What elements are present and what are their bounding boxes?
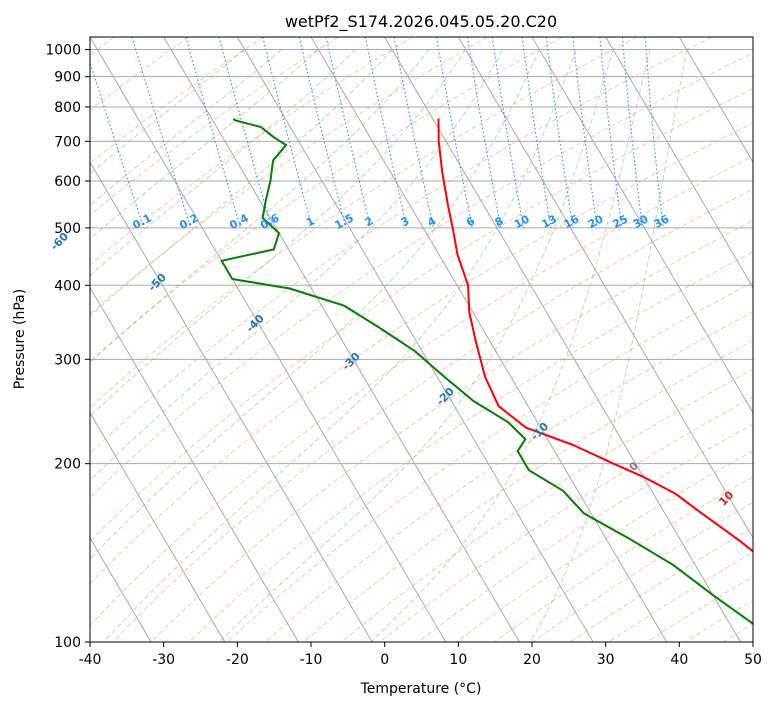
isotherm-gridline: [90, 37, 447, 642]
dewpoint-profile-line: [220, 117, 753, 626]
mixing-ratio-line: [491, 37, 525, 228]
moist-adiabat-line: [90, 49, 467, 417]
x-tick-label: 20: [523, 652, 541, 668]
dry-adiabat-line: [90, 37, 563, 363]
isotherm-gridline: [531, 37, 753, 414]
x-tick-label: 50: [744, 652, 762, 668]
y-tick-label: 900: [54, 70, 81, 86]
x-tick-label: 40: [670, 652, 688, 668]
x-tick-label: -20: [226, 652, 249, 668]
y-axis-label: Pressure (hPa): [12, 289, 28, 389]
dry-adiabat-line: [90, 122, 753, 585]
chart-title: wetPf2_S174.2026.045.05.20.C20: [285, 12, 557, 32]
mixing-ratio-line: [298, 37, 347, 229]
dry-adiabat-line: [188, 251, 753, 642]
x-tick-label: 10: [449, 652, 467, 668]
mixing-ratio-label: 36: [652, 212, 672, 231]
x-tick-label: 0: [380, 652, 389, 668]
moist-adiabat-line: [103, 49, 577, 642]
dry-adiabat-line: [90, 37, 712, 455]
isotherm-gridline: [90, 537, 152, 642]
mixing-ratio-line: [644, 37, 664, 228]
mixing-ratio-label: 16: [562, 212, 582, 231]
dry-adiabat-line: [150, 220, 753, 642]
isotherm-gridline: [310, 37, 668, 642]
moist-adiabat-line: [90, 49, 540, 560]
dry-adiabat-line: [227, 281, 753, 642]
moist-adiabat-line: [90, 49, 503, 482]
mixing-ratio-line: [393, 37, 434, 229]
x-tick-label: 30: [597, 652, 615, 668]
dry-adiabat-line: [532, 501, 753, 642]
plot-frame: [89, 36, 754, 643]
mixing-ratio-line: [218, 37, 273, 229]
dry-adiabat-line: [341, 368, 753, 642]
mixing-ratio-line: [572, 37, 598, 228]
mixing-ratio-line: [325, 37, 372, 229]
dry-adiabat-line: [570, 527, 753, 642]
mixing-ratio-line: [364, 37, 408, 229]
mixing-ratio-label: 30: [631, 212, 651, 231]
isotherm-gridline: [678, 37, 753, 164]
moist-adiabat-line: [370, 49, 651, 642]
mixing-ratio-line: [621, 37, 643, 228]
dry-adiabat-line: [90, 37, 339, 216]
dry-adiabat-line: [90, 87, 753, 542]
moist-adiabat-line: [90, 49, 393, 317]
mixing-ratio-line: [466, 37, 502, 229]
moist-adiabat-line: [90, 49, 319, 240]
moist-adiabat-line: [90, 49, 430, 364]
x-axis-label: Temperature (°C): [360, 681, 482, 697]
y-tick-label: 1000: [45, 43, 81, 59]
mixing-ratio-label: 10: [512, 212, 532, 231]
moist-adiabat-line: [90, 49, 282, 206]
temperature-profile-line: [437, 118, 753, 553]
y-tick-label: 100: [54, 635, 81, 651]
moist-adiabat-line: [529, 49, 688, 642]
mixing-ratio-line: [599, 37, 623, 228]
y-tick-label: 800: [54, 100, 81, 116]
isotherm-gridline: [90, 161, 373, 642]
mixing-ratio-label: 20: [586, 212, 606, 231]
y-tick-label: 500: [54, 221, 81, 237]
isotherm-gridline: [163, 37, 520, 642]
moist-adiabat-line: [90, 49, 356, 277]
isotherm-gridline: [236, 37, 594, 642]
moist-adiabat-line: [90, 49, 245, 175]
mixing-ratio-line: [262, 37, 313, 229]
dry-adiabat-line: [303, 340, 753, 642]
dry-adiabat-line: [265, 311, 753, 642]
isotherm-gridline: [605, 37, 753, 289]
moist-adiabat-line: [218, 49, 614, 642]
y-tick-label: 400: [54, 278, 81, 294]
mixing-ratio-label: 25: [610, 212, 630, 231]
dry-adiabat-line: [417, 423, 753, 642]
isotherm-gridline: [384, 37, 741, 642]
dry-adiabat-line: [90, 155, 753, 627]
isotherm-gridline: [457, 37, 753, 540]
y-tick-label: 300: [54, 352, 81, 368]
x-tick-label: -40: [79, 652, 102, 668]
dry-adiabat-line: [90, 37, 414, 266]
mixing-ratio-line: [435, 37, 473, 229]
mixing-ratio-line: [521, 37, 552, 228]
isotherm-gridline: [90, 286, 299, 642]
isotherm-gridline: [90, 411, 226, 642]
y-tick-label: 600: [54, 174, 81, 190]
dry-adiabat-line: [90, 37, 488, 315]
dry-adiabat-line: [455, 450, 753, 642]
y-tick-label: 700: [54, 134, 81, 150]
dry-adiabat-line: [90, 52, 753, 499]
x-tick-label: -10: [300, 652, 323, 668]
mixing-ratio-label: 13: [539, 212, 559, 231]
y-tick-label: 200: [54, 457, 81, 473]
x-tick-label: -30: [152, 652, 175, 668]
mixing-ratio-line: [545, 37, 574, 228]
